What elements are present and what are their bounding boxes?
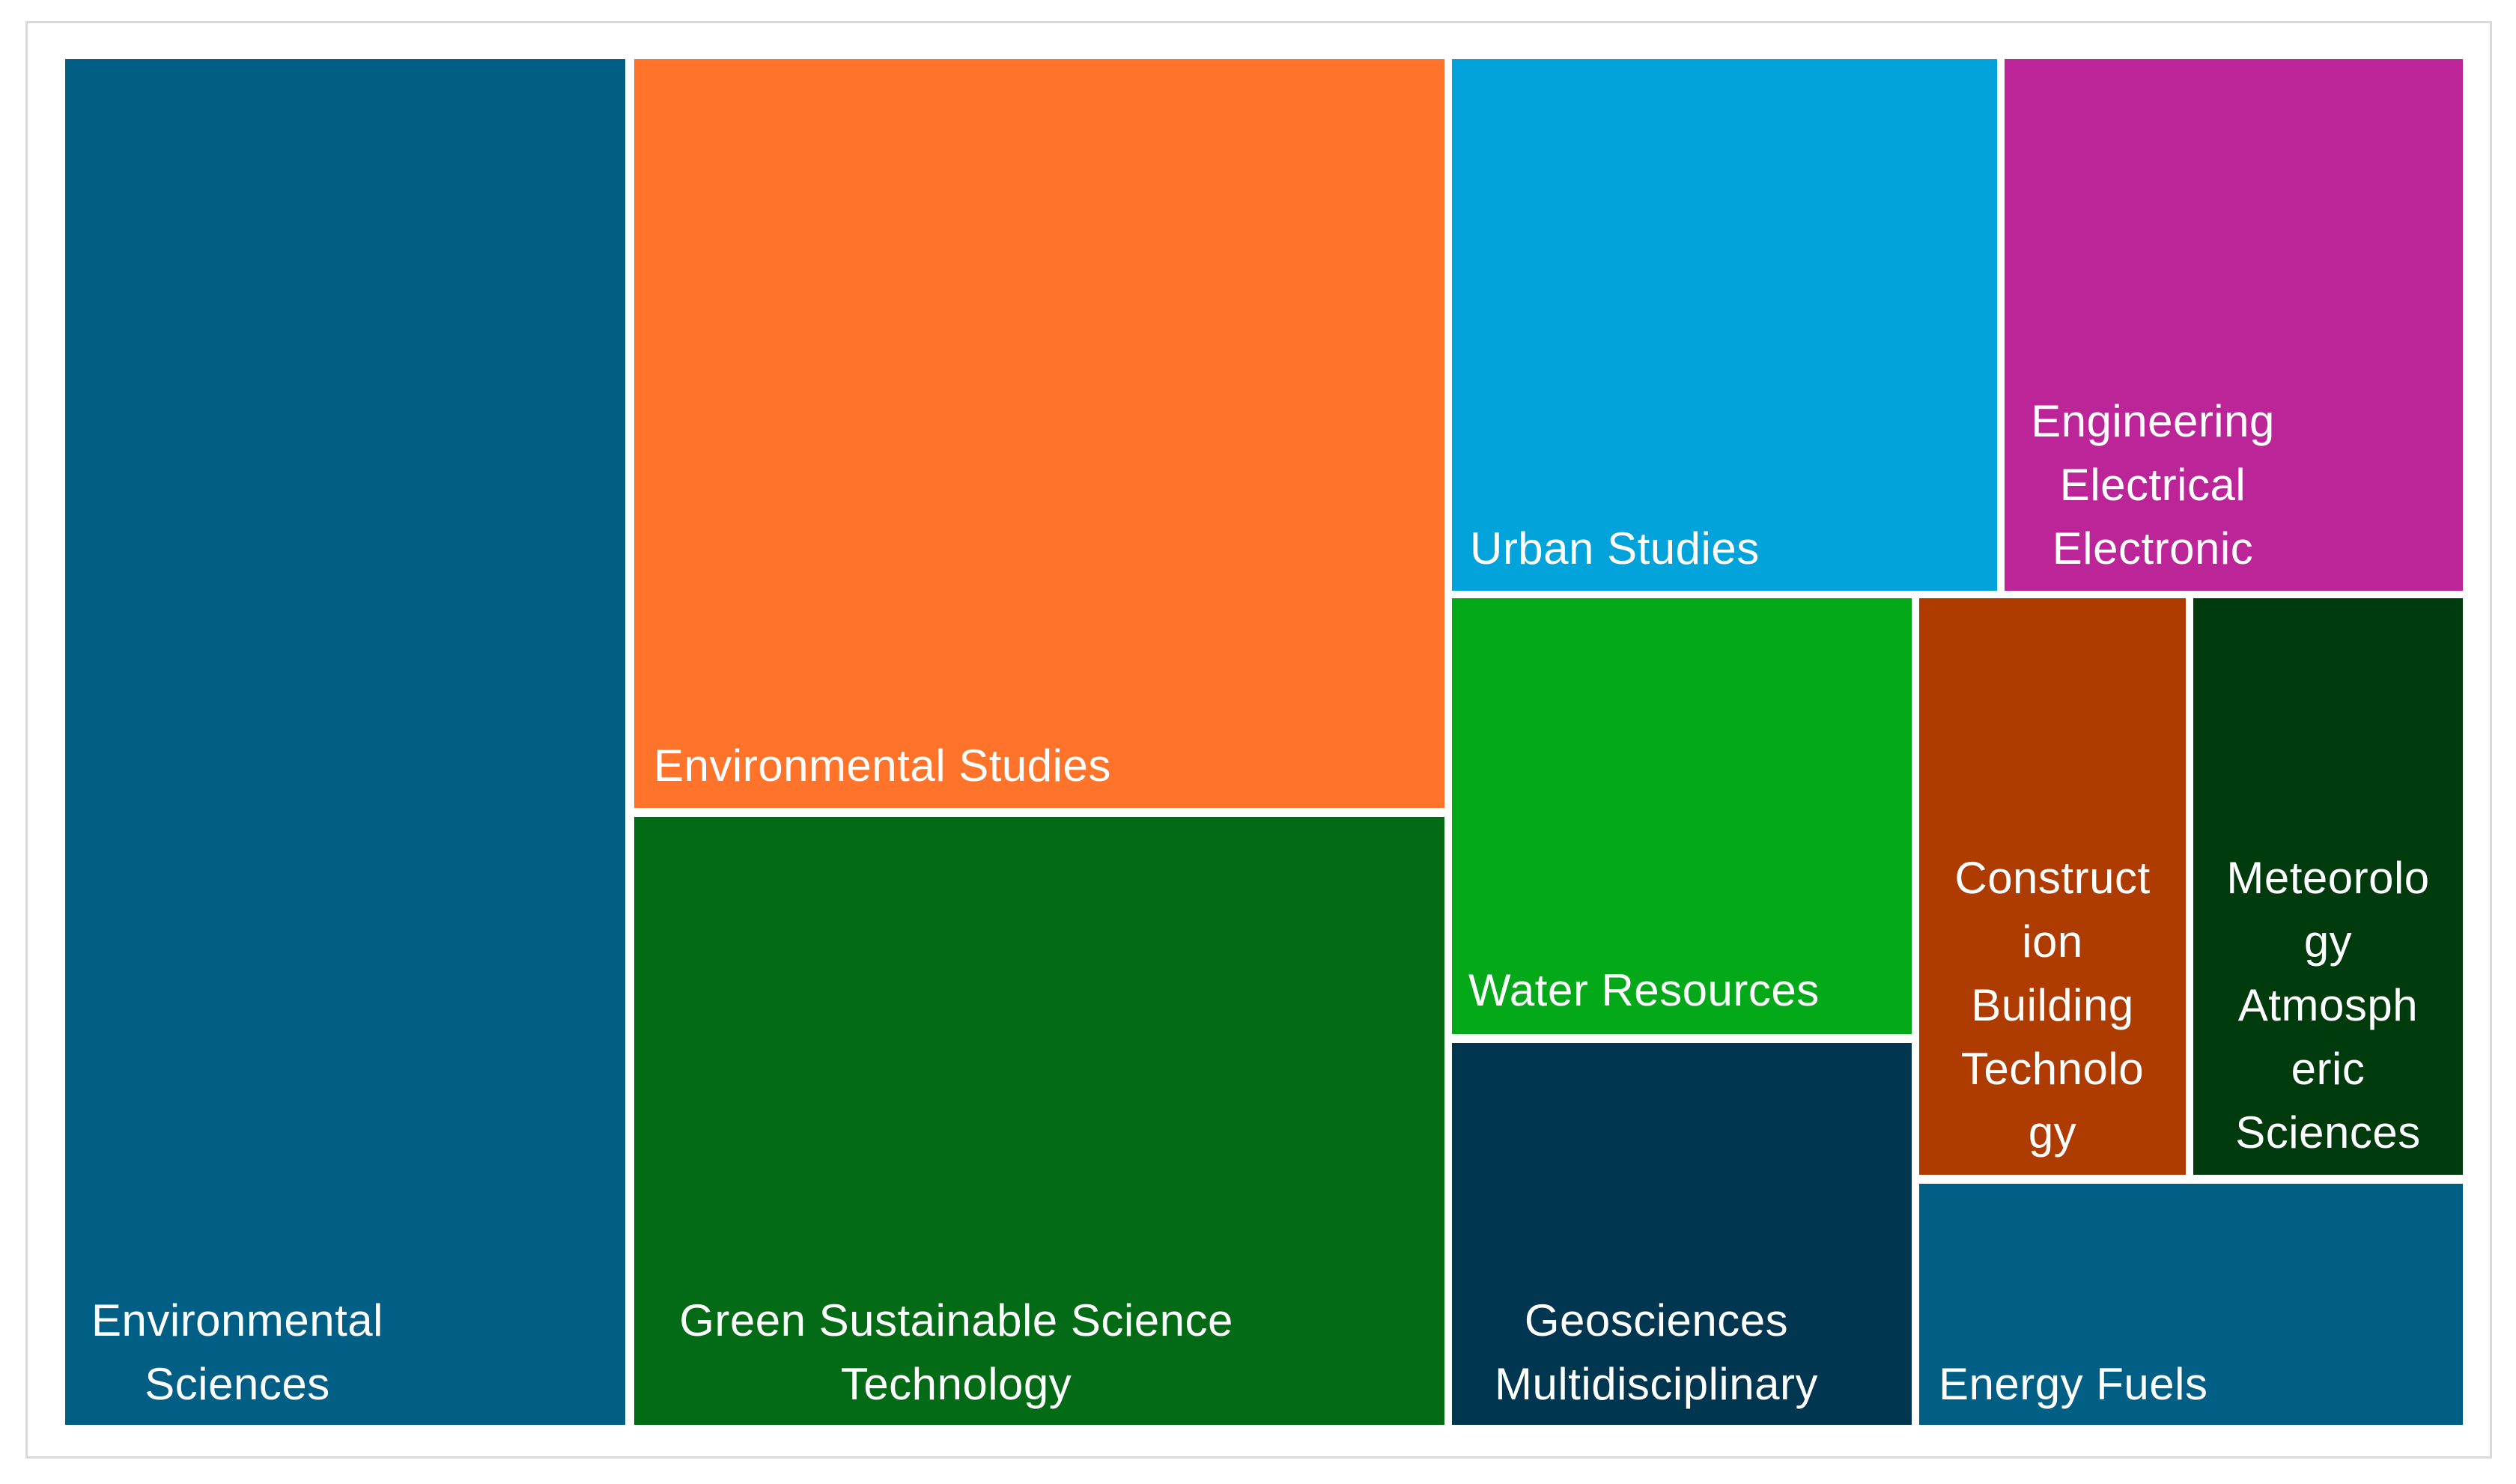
treemap-tile-geosci: Geosciences Multidisciplinary — [1452, 1043, 1912, 1425]
treemap-tile-label-line: Multidisciplinary — [1495, 1359, 1818, 1409]
treemap-tile-label-line: Geosciences — [1525, 1295, 1788, 1345]
treemap-tile-label: Meteorolo gy Atmosph eric Sciences — [2226, 853, 2429, 1158]
treemap-tile-label-line: Environmental Studies — [654, 741, 1111, 791]
treemap-tile-rect — [2005, 59, 2463, 591]
chart-frame: Environmental Sciences Environmental Studi… — [25, 21, 2492, 1459]
treemap-tile-water: Water Resources — [1452, 598, 1912, 1034]
treemap-tile-label-line: eric — [2291, 1044, 2365, 1094]
treemap-tile-label-line: Urban Studies — [1470, 523, 1760, 574]
treemap-tile-meteorology: Meteorolo gy Atmosph eric Sciences — [2193, 598, 2463, 1175]
treemap-tile-label-line: Technology — [841, 1359, 1072, 1409]
treemap-tile-label-line: Technolo — [1961, 1044, 2144, 1094]
treemap-tile-env-sci: Environmental Sciences — [65, 59, 625, 1425]
treemap-tile-label: Geosciences Multidisciplinary — [1495, 1295, 1818, 1409]
treemap-tile-env-studies: Environmental Studies — [634, 59, 1444, 808]
treemap-tile-label-line: Sciences — [145, 1359, 329, 1409]
treemap-tile-rect — [1452, 1043, 1912, 1425]
treemap-tile-label-line: ion — [2022, 916, 2083, 967]
treemap-tile-label-line: Environmental — [91, 1295, 383, 1345]
treemap-tile-rect — [634, 59, 1444, 808]
treemap-tile-label-line: Meteorolo — [2226, 853, 2429, 903]
treemap-tile-label: Green Sustainable Science Technology — [679, 1295, 1233, 1409]
treemap-tile-label: Environmental Studies — [654, 741, 1111, 791]
treemap-tile-label: Energy Fuels — [1939, 1359, 2208, 1409]
treemap-tile-label-line: Electrical — [2060, 460, 2246, 510]
treemap-tile-label-line: Energy Fuels — [1939, 1359, 2208, 1409]
treemap-tile-label-line: Electronic — [2052, 523, 2253, 574]
treemap-tile-rect — [2193, 598, 2463, 1175]
treemap-tile-label-line: Water Resources — [1468, 965, 1820, 1015]
treemap-tile-label-line: Sciences — [2235, 1107, 2420, 1158]
treemap-tile-label-line: Engineering — [2031, 396, 2275, 446]
treemap-tile-rect — [1452, 59, 1997, 591]
treemap-chart: Environmental Sciences Environmental Studi… — [65, 59, 2463, 1425]
treemap-tile-label-line: gy — [2304, 916, 2352, 967]
treemap-tile-construction: Construct ion Building Technolo gy — [1919, 598, 2186, 1175]
treemap-tile-label: Construct ion Building Technolo gy — [1954, 853, 2150, 1158]
treemap-tile-urban: Urban Studies — [1452, 59, 1997, 591]
treemap-tile-label-line: gy — [2029, 1107, 2076, 1158]
treemap-tile-rect — [1919, 598, 2186, 1175]
treemap-tile-label-line: Atmosph — [2238, 980, 2418, 1030]
treemap-tile-label-line: Building — [1971, 980, 2134, 1030]
treemap-tile-label: Water Resources — [1468, 965, 1820, 1015]
treemap-tile-label-line: Construct — [1954, 853, 2150, 903]
treemap-tile-green-sust: Green Sustainable Science Technology — [634, 817, 1444, 1425]
treemap-tile-rect — [1452, 598, 1912, 1034]
treemap-tile-energy: Energy Fuels — [1919, 1184, 2463, 1425]
treemap-tile-eng-elec: Engineering Electrical Electronic — [2005, 59, 2463, 591]
treemap-tile-label: Urban Studies — [1470, 523, 1760, 574]
treemap-tile-label: Environmental Sciences — [91, 1295, 383, 1409]
treemap-tile-rect — [1919, 1184, 2463, 1425]
treemap-tile-label-line: Green Sustainable Science — [679, 1295, 1233, 1345]
treemap-tile-rect — [65, 59, 625, 1425]
treemap-tile-label: Engineering Electrical Electronic — [2031, 396, 2275, 574]
treemap-tile-rect — [634, 817, 1444, 1425]
